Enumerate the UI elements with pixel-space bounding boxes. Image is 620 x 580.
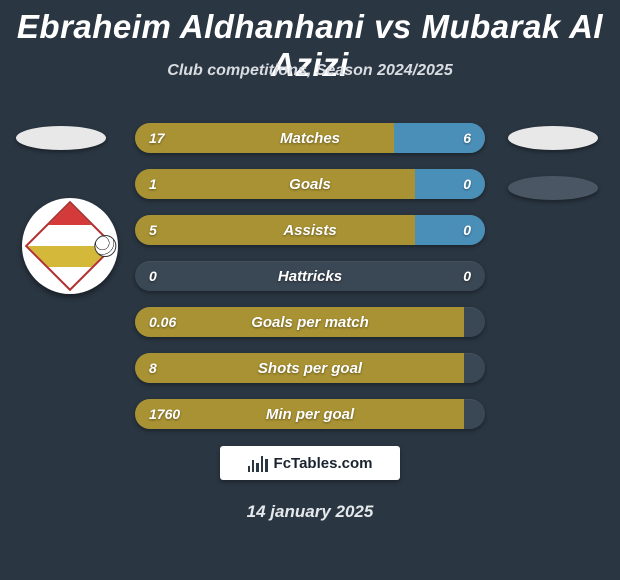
player-left-flag-icon [16, 126, 106, 150]
bar-label: Matches [135, 123, 485, 153]
brand-text: FcTables.com [274, 455, 373, 472]
player-left-club-badge-icon [22, 198, 118, 294]
bar-row: 176Matches [135, 123, 485, 153]
bar-label: Goals per match [135, 307, 485, 337]
bar-label: Hattricks [135, 261, 485, 291]
bar-label: Min per goal [135, 399, 485, 429]
bar-row: 50Assists [135, 215, 485, 245]
comparison-bars: 176Matches 10Goals 50Assists 00Hattricks 0.0… [135, 123, 485, 445]
brand-chart-icon [248, 454, 268, 472]
player-right-flag-icon [508, 126, 598, 150]
bar-label: Assists [135, 215, 485, 245]
bar-row: 00Hattricks [135, 261, 485, 291]
club-badge-inner-icon [25, 201, 116, 292]
player-right-club-icon [508, 176, 598, 200]
bar-row: 8Shots per goal [135, 353, 485, 383]
page-subtitle: Club competitions, Season 2024/2025 [0, 62, 620, 80]
bar-row: 0.06Goals per match [135, 307, 485, 337]
bar-label: Goals [135, 169, 485, 199]
footer-date: 14 january 2025 [0, 502, 620, 522]
bar-row: 1760Min per goal [135, 399, 485, 429]
bar-label: Shots per goal [135, 353, 485, 383]
brand-badge: FcTables.com [220, 446, 400, 480]
club-badge-ball-icon [94, 235, 116, 257]
bar-row: 10Goals [135, 169, 485, 199]
